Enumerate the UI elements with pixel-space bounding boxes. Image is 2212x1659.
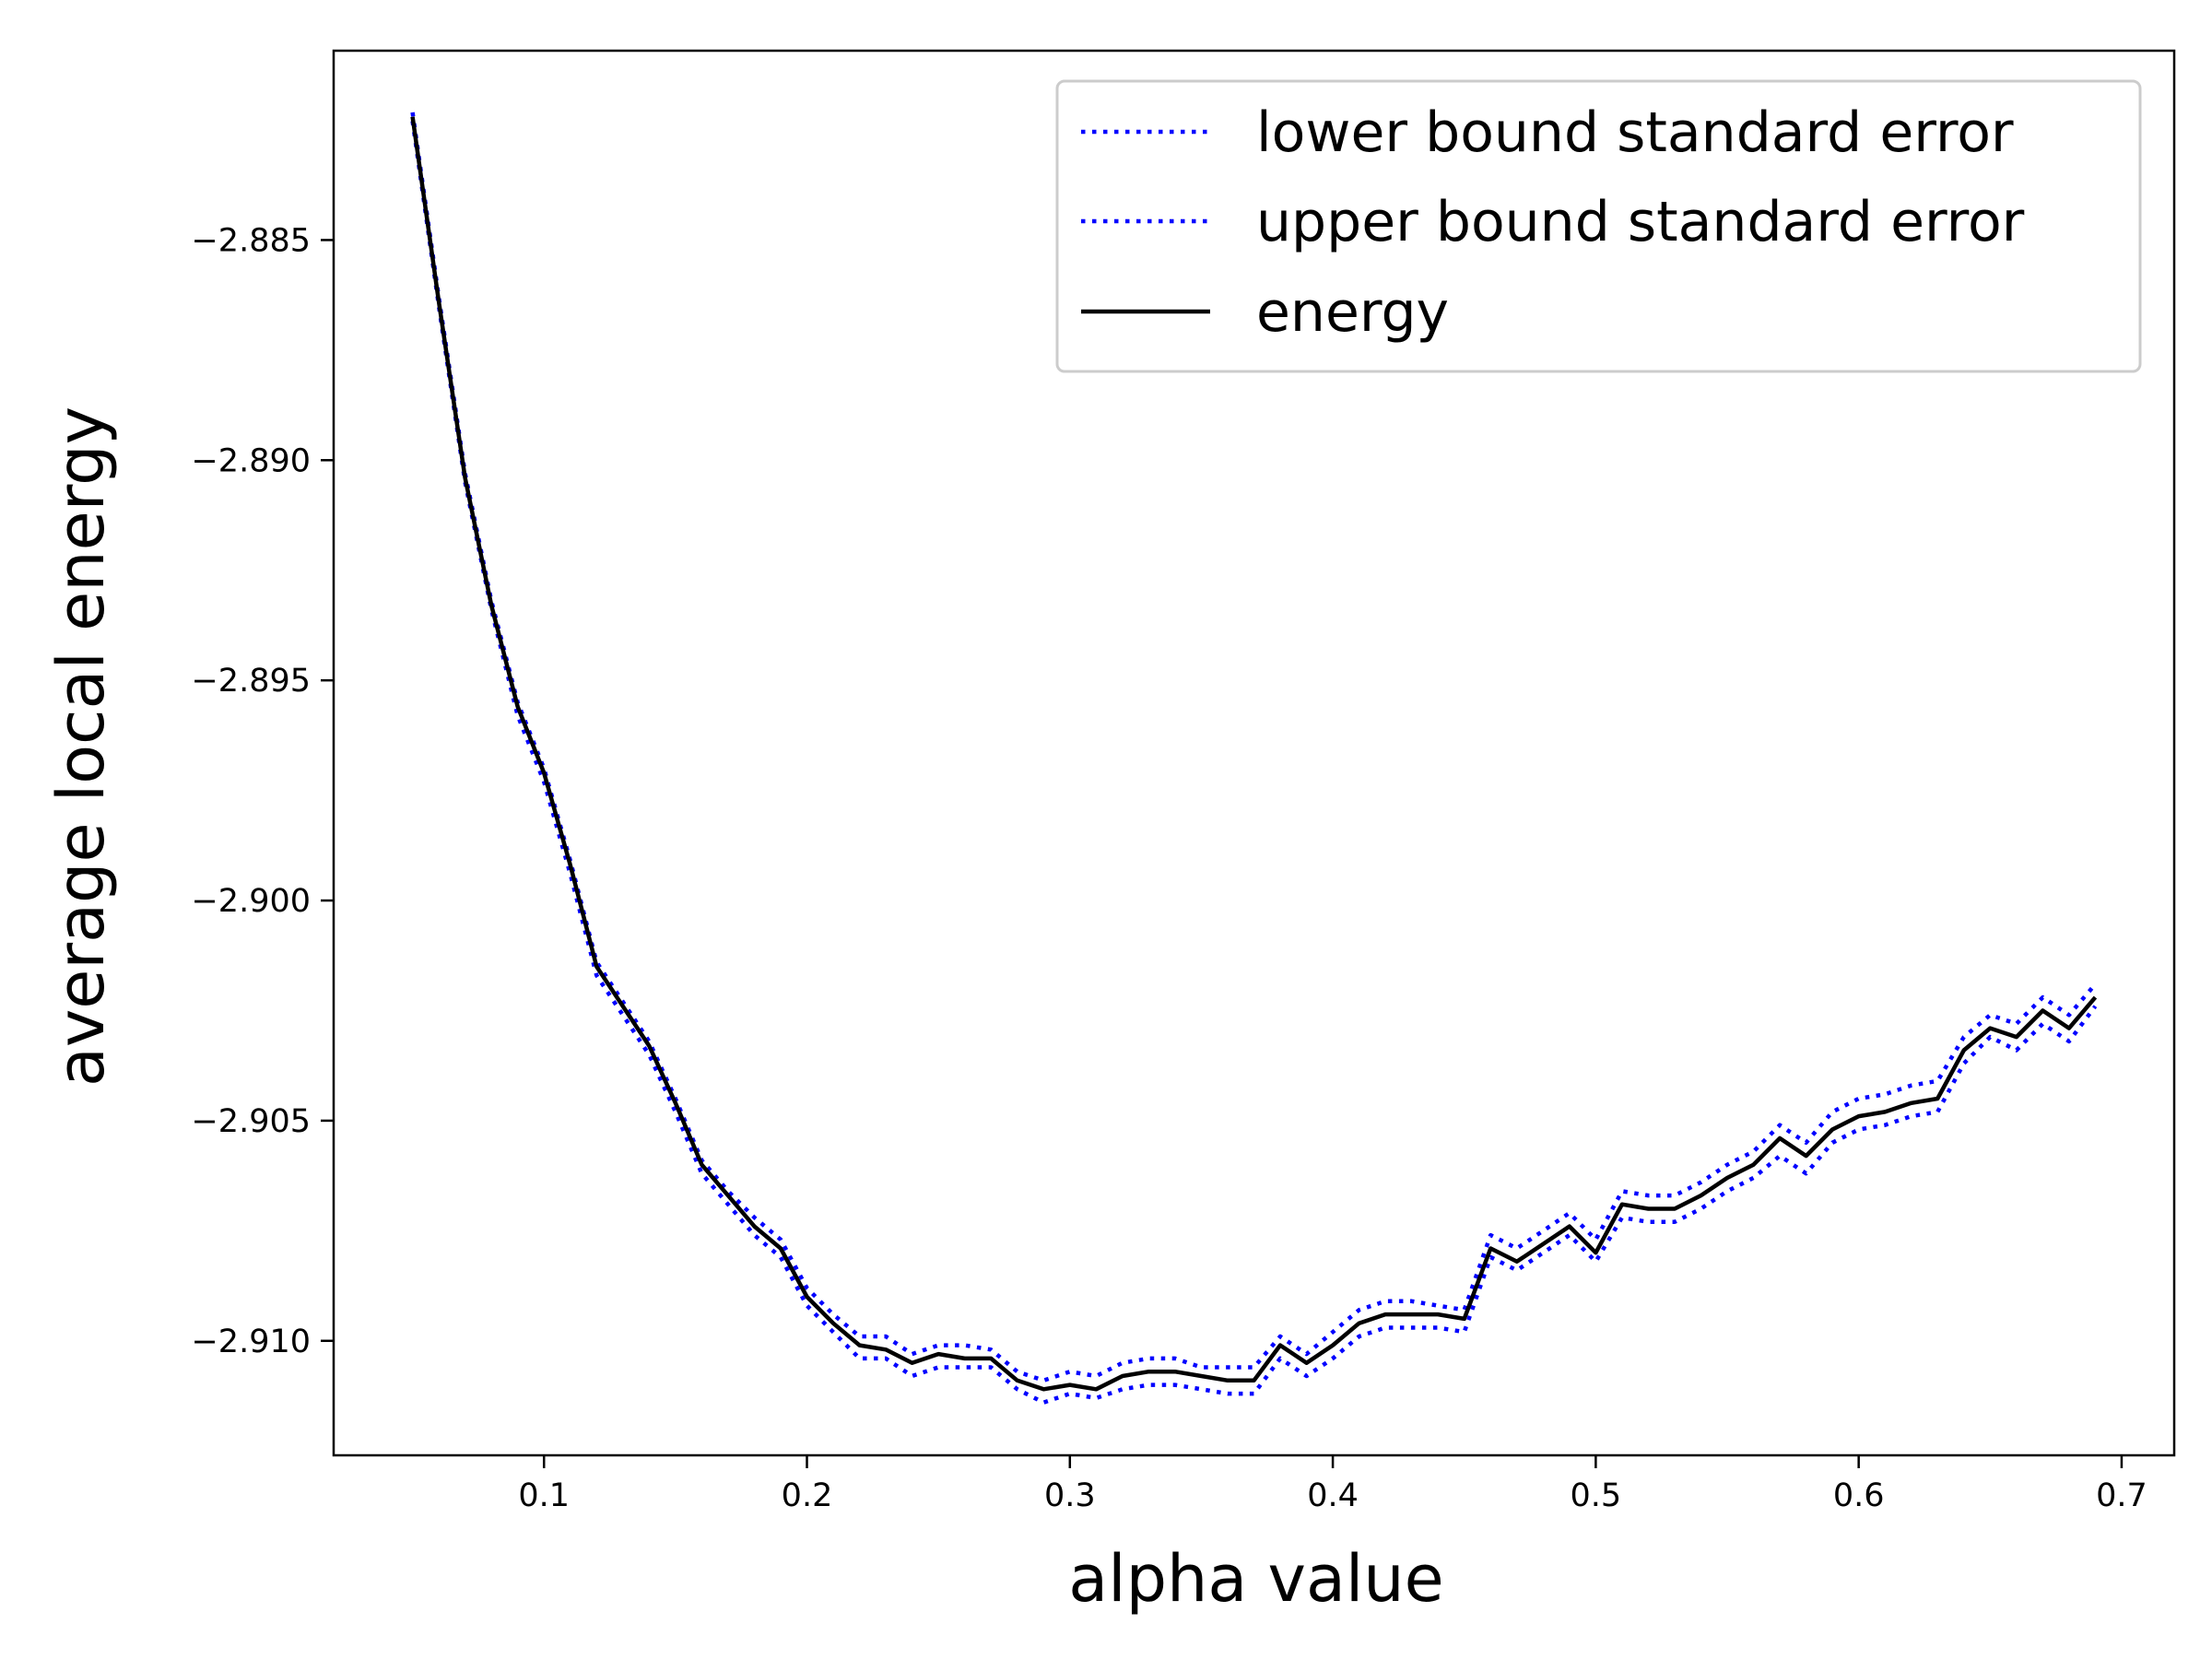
legend-frame: [1055, 79, 2142, 373]
legend-label-lower-bound: lower bound standard error: [1256, 100, 2014, 165]
x-tick-label: 0.4: [1307, 1477, 1359, 1514]
axes: 0.1 0.2 0.3 0.4 0.5 0.6 0.7 −2.885 −2.890 −2.895 −…: [191, 49, 2176, 1514]
legend-entry-lower-bound: lower bound standard error: [1081, 100, 2014, 165]
x-tick-label: 0.5: [1571, 1477, 1622, 1514]
x-tick-label: 0.2: [782, 1477, 833, 1514]
legend-entry-upper-bound: upper bound standard error: [1081, 190, 2025, 254]
x-axis-title: alpha value: [1068, 1541, 1444, 1617]
plot-frame: [332, 49, 2176, 1457]
x-tick-label: 0.7: [2096, 1477, 2147, 1514]
x-tick-label: 0.6: [1833, 1477, 1885, 1514]
x-tick-label: 0.1: [518, 1477, 570, 1514]
series-lines: [410, 112, 2098, 1405]
y-tick-label: −2.885: [191, 222, 311, 259]
legend-label-upper-bound: upper bound standard error: [1256, 190, 2025, 254]
legend: lower bound standard error upper bound s…: [1055, 79, 2142, 373]
x-tick-label: 0.3: [1044, 1477, 1096, 1514]
y-tick-label: −2.895: [191, 663, 311, 700]
y-tick-label: −2.900: [191, 883, 311, 920]
series-line-energy: [410, 116, 2098, 1392]
y-axis-title: average local energy: [43, 406, 119, 1087]
legend-label-energy: energy: [1256, 280, 1449, 345]
legend-entry-energy: energy: [1081, 280, 1449, 345]
y-tick-label: −2.905: [191, 1103, 311, 1140]
y-tick-label: −2.890: [191, 442, 311, 479]
y-tick-label: −2.910: [191, 1324, 311, 1360]
